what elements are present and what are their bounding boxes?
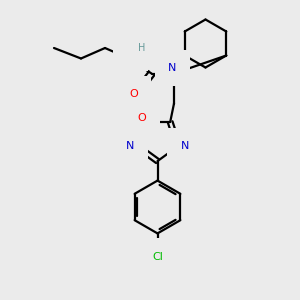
Text: N: N xyxy=(126,48,135,58)
Text: O: O xyxy=(129,89,138,100)
Text: H: H xyxy=(138,43,146,53)
Text: N: N xyxy=(181,141,189,151)
Text: Cl: Cl xyxy=(152,252,163,262)
Text: N: N xyxy=(126,141,134,151)
Text: O: O xyxy=(137,113,146,123)
Text: N: N xyxy=(168,63,177,73)
